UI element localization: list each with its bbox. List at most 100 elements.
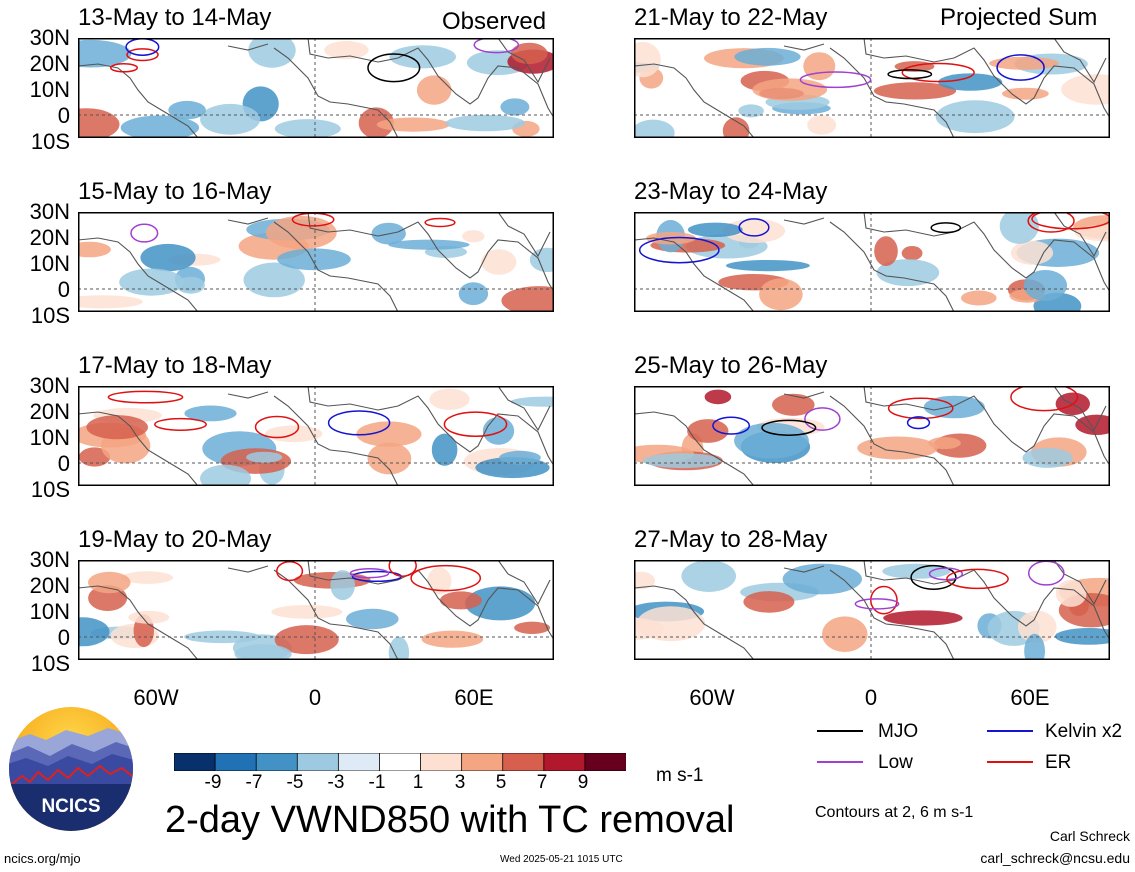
lat-label-eq: 0 [57, 103, 70, 128]
coastline [1053, 560, 1107, 606]
lat-label-10s: 10S [30, 477, 70, 502]
colorbar-swatch [214, 752, 257, 772]
map-panel-4 [78, 560, 554, 660]
wave-contour [410, 564, 482, 592]
wave-contour [126, 48, 159, 62]
logo-text: NCICS [41, 796, 100, 817]
wave-contour [443, 411, 508, 438]
colorbar-label: 9 [577, 772, 589, 793]
wave-contour [887, 69, 933, 80]
lon-label-0: 0 [864, 685, 878, 710]
lat-label-20n: 20N [29, 399, 70, 424]
anomaly-shading [704, 389, 732, 405]
coastline [273, 47, 399, 138]
wave-contour [870, 585, 898, 615]
coastline [227, 217, 269, 225]
anomaly-shading [416, 75, 452, 105]
anomaly-shading [140, 243, 196, 272]
colorbar-swatch [543, 752, 586, 772]
anomaly-shading [78, 447, 111, 467]
anomaly-shading [429, 388, 470, 410]
lat-label-10s: 10S [30, 129, 70, 154]
wave-contour [761, 419, 817, 436]
map-frame [634, 560, 1110, 660]
anomaly-shading [1022, 447, 1073, 468]
anomaly-shading [367, 442, 412, 475]
footer-email[interactable]: carl_schreck@ncsu.edu [980, 850, 1130, 866]
map-panel-3 [78, 386, 554, 486]
colorbar-swatch [379, 752, 422, 772]
colorbar-label: 3 [454, 772, 466, 793]
anomaly-shading [883, 610, 963, 626]
coastline [783, 565, 825, 573]
map-frame [634, 386, 1110, 486]
coastline [634, 63, 755, 138]
coastline [397, 395, 554, 467]
anomaly-shading [78, 241, 111, 258]
wave-contour [367, 53, 421, 83]
lat-label-10s: 10S [30, 303, 70, 328]
legend-kelvin-label: Kelvin x2 [1045, 721, 1123, 742]
footer-url[interactable]: ncics.org/mjo [4, 851, 81, 866]
lat-label-eq: 0 [57, 277, 70, 302]
colorbar-swatch [502, 752, 545, 772]
wave-contour [996, 54, 1045, 81]
wave-contour [1027, 212, 1075, 233]
colorbar-label: 5 [495, 772, 507, 793]
anomaly-shading [78, 295, 143, 309]
coastline [273, 395, 399, 486]
anomaly-shading [734, 47, 801, 66]
anomaly-shading [923, 395, 985, 419]
colorbar-swatch [420, 752, 463, 772]
coastline [307, 386, 399, 411]
anomaly-shading [274, 119, 341, 138]
coastline [783, 391, 825, 399]
anomaly-shading [439, 591, 482, 610]
anomaly-shading [759, 278, 803, 311]
wave-contour [473, 38, 520, 54]
anomaly-shading [1024, 633, 1045, 660]
panel-title-6: 23-May to 24-May [634, 178, 828, 205]
wave-contour [887, 397, 954, 420]
coastline [497, 560, 551, 606]
anomaly-shading [271, 605, 343, 619]
panel-title-4: 19-May to 20-May [78, 526, 272, 553]
wave-contour [712, 416, 751, 435]
anomaly-shading [734, 422, 809, 459]
wave-contour [854, 598, 900, 610]
coastline [397, 569, 554, 641]
wave-contour [906, 416, 931, 430]
lat-label-20n: 20N [29, 573, 70, 598]
anomaly-shading [265, 215, 337, 250]
anomaly-shading [782, 563, 862, 595]
coastline [1053, 38, 1107, 84]
anomaly-shading [356, 421, 422, 447]
anomaly-shading [743, 591, 795, 613]
anomaly-shading [88, 571, 131, 594]
panel-title-1: 13-May to 14-May [78, 4, 272, 31]
colorbar-label: -7 [245, 772, 263, 793]
coastline [78, 237, 199, 312]
wave-contour [276, 561, 304, 582]
legend-low-label: Low [878, 752, 913, 773]
map-frame [634, 212, 1110, 312]
coastline [227, 565, 269, 573]
coastline [953, 395, 1110, 467]
main-title: 2-day VWND850 with TC removal [165, 799, 735, 841]
coastline [863, 386, 955, 411]
colorbar-label: -5 [286, 772, 304, 793]
anomaly-shading [687, 222, 743, 237]
anomaly-shading [999, 212, 1039, 244]
wave-contour [901, 62, 975, 83]
anomaly-shading [687, 419, 729, 443]
panel-title-7: 25-May to 26-May [634, 352, 828, 379]
colorbar-swatch [584, 752, 627, 772]
anomaly-shading [234, 644, 292, 660]
colorbar [173, 752, 627, 772]
wave-contour [928, 567, 964, 581]
coastline [634, 411, 755, 486]
legend-lines-left [817, 730, 863, 763]
anomaly-shading [481, 249, 517, 275]
anomaly-shading [376, 117, 450, 132]
panel-title-8: 27-May to 28-May [634, 526, 828, 553]
